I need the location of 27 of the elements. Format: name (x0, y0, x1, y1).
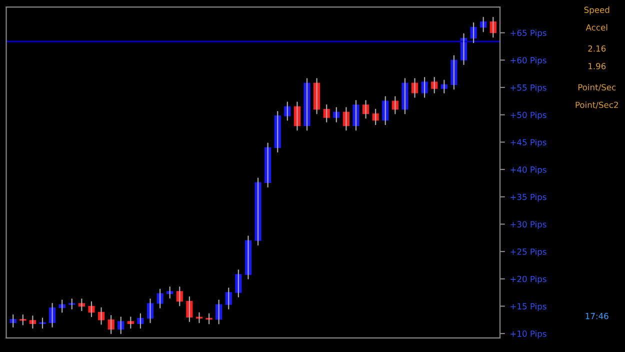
y-tick-label: +30 Pips (510, 220, 546, 230)
text: Point/Sec2 (576, 102, 618, 109)
candlestick (20, 314, 26, 326)
text: Point/Sec (578, 84, 616, 92)
text: Speed (584, 6, 610, 15)
y-tick-label: +45 Pips (510, 138, 546, 148)
y-tick-label: +60 Pips (510, 56, 546, 65)
candlestick (402, 78, 408, 114)
candlestick (254, 178, 262, 246)
candlestick (304, 78, 310, 131)
text: 1.96 (588, 62, 606, 70)
y-tick-label: +10 Pips (510, 330, 546, 338)
y-tick-label: +25 Pips (510, 248, 546, 256)
text: 17:46 (586, 312, 608, 320)
candlestick (352, 100, 360, 131)
y-tick-label: +55 Pips (510, 84, 546, 92)
text: Accel (586, 24, 608, 31)
y-tick-label: +20 Pips (510, 276, 546, 284)
y-tick-label: +65 Pips (510, 30, 546, 38)
y-tick-label: +35 Pips (510, 194, 546, 202)
y-tick-label: +15 Pips (510, 303, 546, 312)
candlestick (137, 313, 144, 329)
candlestick (88, 301, 95, 318)
candlestick (68, 298, 76, 310)
y-tick-label: +50 Pips (510, 112, 546, 120)
text: 2.16 (588, 45, 606, 52)
y-tick-label: +40 Pips (510, 166, 546, 174)
